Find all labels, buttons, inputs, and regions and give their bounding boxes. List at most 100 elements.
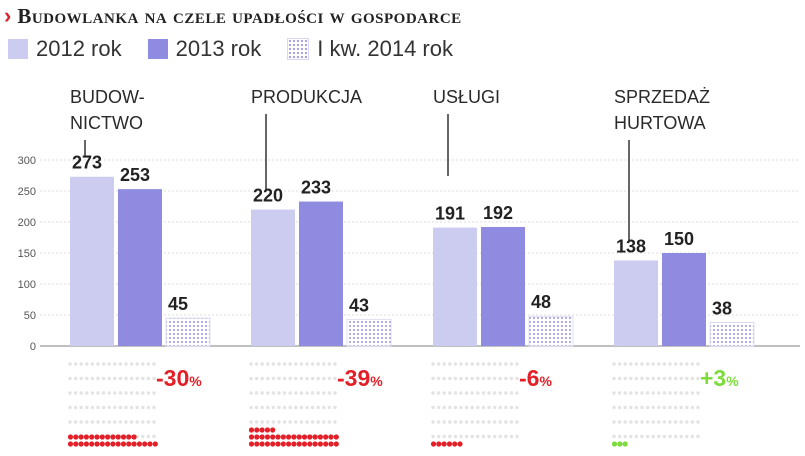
grid-dot	[679, 376, 683, 381]
grid-dot	[515, 405, 519, 410]
grid-dot	[266, 405, 270, 410]
grid-dot	[657, 434, 661, 439]
grid-dot	[448, 420, 452, 424]
grid-dot	[129, 420, 134, 424]
grid-dot	[249, 391, 253, 395]
grid-dot	[623, 420, 627, 424]
filled-dot	[457, 441, 463, 447]
grid-dot	[333, 391, 337, 395]
grid-dot	[464, 434, 469, 439]
grid-dot	[322, 420, 326, 424]
grid-dot	[146, 420, 151, 424]
filled-dot	[131, 441, 137, 447]
legend-swatch-q1-2014	[287, 38, 310, 60]
grid-dot	[481, 420, 486, 424]
grid-dot	[249, 362, 253, 366]
grid-dot	[254, 362, 259, 366]
filled-dot	[142, 441, 148, 447]
grid-dot	[690, 420, 695, 424]
grid-dot	[487, 405, 491, 410]
grid-dot	[101, 376, 106, 381]
filled-dot	[67, 441, 74, 447]
grid-dot	[662, 420, 667, 424]
grid-dot	[629, 362, 633, 366]
grid-dot	[634, 420, 639, 424]
grid-dot	[277, 420, 281, 424]
grid-dot	[640, 434, 644, 439]
grid-dot	[294, 362, 298, 366]
grid-dot	[657, 376, 661, 381]
grid-dot	[146, 434, 151, 439]
grid-dot	[282, 362, 287, 366]
filled-dot	[611, 441, 618, 447]
bar-2012	[251, 209, 295, 346]
filled-dot	[115, 441, 121, 447]
filled-dot	[446, 441, 452, 447]
grid-dot	[696, 391, 700, 395]
grid-dot	[146, 376, 151, 381]
grid-dot	[464, 362, 469, 366]
grid-dot	[327, 405, 332, 410]
grid-dot	[68, 420, 72, 424]
grid-dot	[101, 405, 106, 410]
grid-dot	[254, 376, 259, 381]
grid-dot	[476, 362, 480, 366]
grid-dot	[696, 405, 700, 410]
grid-dot	[294, 420, 298, 424]
grid-dot	[640, 405, 644, 410]
grid-dot	[453, 420, 458, 424]
y-tick-label: 250	[18, 186, 36, 198]
grid-dot	[310, 420, 315, 424]
grid-dot	[124, 405, 128, 410]
grid-dot	[107, 420, 111, 424]
grid-dot	[668, 391, 672, 395]
grid-dot	[504, 376, 508, 381]
filled-dot	[126, 434, 132, 440]
filled-dot	[270, 434, 276, 440]
grid-dot	[476, 420, 480, 424]
chart-title: Budowlanka na czele upadłości w gospodar…	[17, 3, 462, 28]
grid-dot	[68, 362, 72, 366]
grid-dot	[498, 405, 502, 410]
filled-dot	[280, 434, 286, 440]
filled-dot	[110, 434, 116, 440]
grid-dot	[657, 420, 661, 424]
grid-dot	[651, 362, 655, 366]
grid-dot	[498, 420, 502, 424]
grid-dot	[515, 376, 519, 381]
grid-dot	[645, 405, 650, 410]
bar-value-label: 191	[435, 204, 465, 224]
grid-dot	[685, 434, 689, 439]
grid-dot	[690, 434, 695, 439]
grid-dot	[135, 376, 139, 381]
grid-dot	[448, 405, 452, 410]
grid-dot	[464, 391, 469, 395]
grid-dot	[651, 434, 655, 439]
grid-dot	[266, 362, 270, 366]
grid-dot	[322, 362, 326, 366]
grid-dot	[498, 362, 502, 366]
grid-dot	[448, 391, 452, 395]
filled-dot	[67, 434, 74, 440]
grid-dot	[316, 362, 320, 366]
grid-dot	[101, 420, 106, 424]
legend-swatch-2012	[8, 39, 28, 59]
grid-dot	[459, 391, 463, 395]
grid-dot	[645, 434, 650, 439]
grid-dot	[679, 405, 683, 410]
grid-dot	[73, 376, 78, 381]
grid-dot	[696, 362, 700, 366]
grid-dot	[305, 405, 309, 410]
grid-dot	[436, 405, 441, 410]
grid-dot	[249, 405, 253, 410]
grid-dot	[327, 376, 332, 381]
grid-dot	[617, 391, 622, 395]
filled-dot	[291, 441, 297, 447]
filled-dot	[328, 434, 334, 440]
filled-dot	[312, 434, 318, 440]
grid-dot	[135, 405, 139, 410]
grid-dot	[260, 405, 264, 410]
grid-dot	[476, 391, 480, 395]
filled-dot	[323, 434, 329, 440]
grid-dot	[327, 362, 332, 366]
